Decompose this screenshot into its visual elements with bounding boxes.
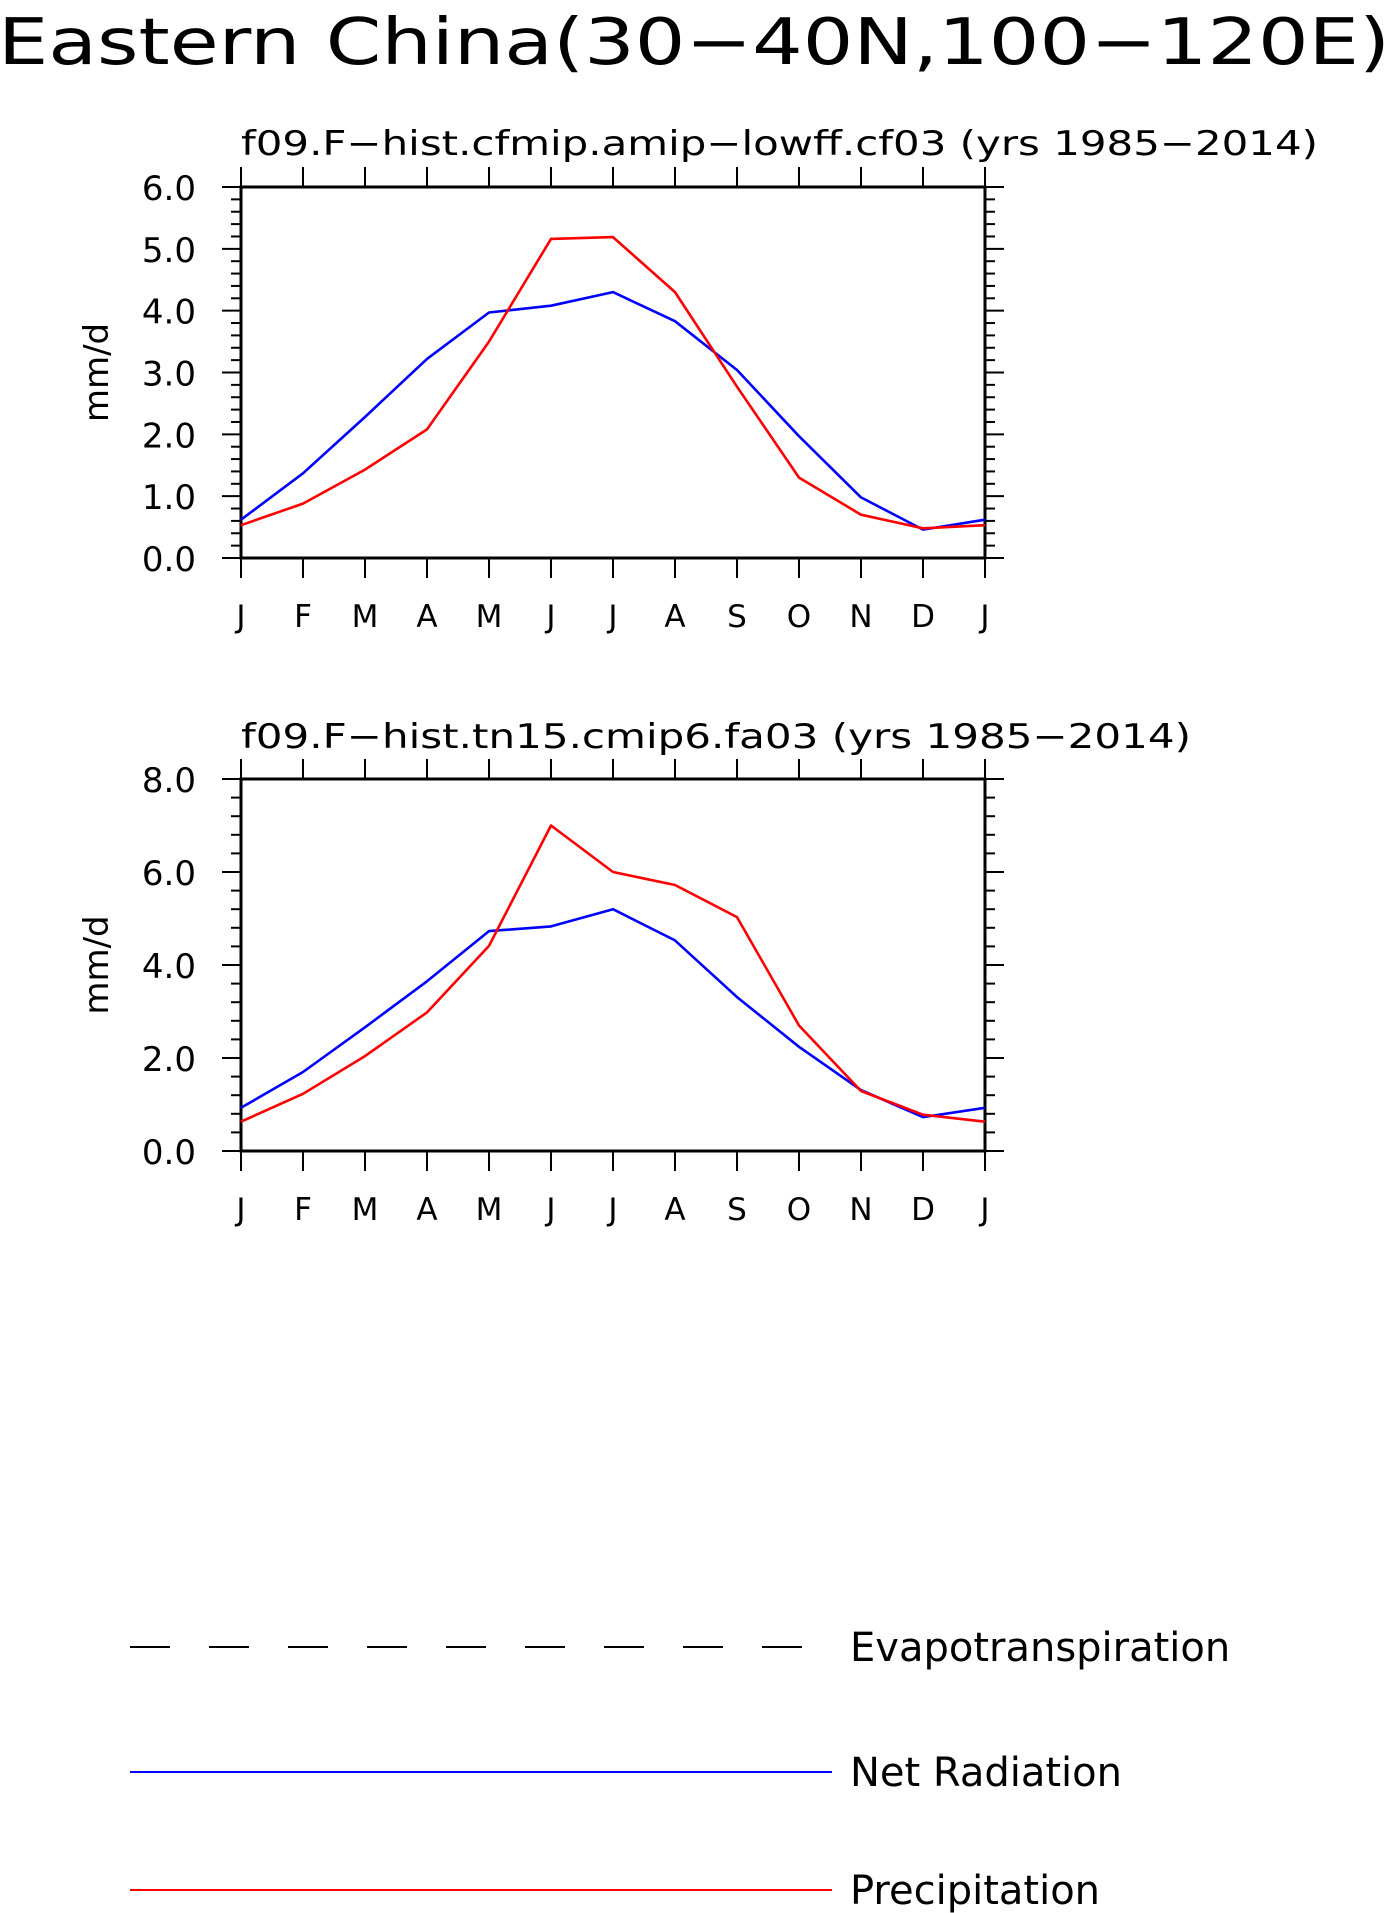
series-line-precipitation [240, 235, 986, 530]
x-tick-label: S [727, 1192, 747, 1228]
x-tick-label: N [849, 1192, 872, 1228]
x-tick-label: J [234, 1192, 245, 1228]
x-tick-label: M [476, 599, 503, 635]
legend-label: Net Radiation [850, 1750, 1122, 1796]
x-tick-label: M [352, 1192, 379, 1228]
chart-panels: f09.F−hist.cfmip.amip−lowff.cf03 (yrs 19… [77, 124, 1318, 1228]
y-tick-label: 2.0 [142, 416, 196, 456]
y-tick-label: 4.0 [142, 947, 196, 987]
figure-title: Eastern China(30−40N,100−120E) [0, 6, 1390, 80]
x-tick-label: A [664, 599, 685, 635]
legend-item-evapotranspiration: Evapotranspiration [130, 1625, 1230, 1671]
x-tick-label: A [664, 1192, 685, 1228]
chart-title: f09.F−hist.tn15.cmip6.fa03 (yrs 1985−201… [241, 717, 1191, 757]
series-line-precipitation [240, 824, 986, 1123]
x-tick-label: J [978, 1192, 989, 1228]
legend-item-net-radiation: Net Radiation [130, 1750, 1122, 1796]
y-tick-label: 8.0 [142, 761, 196, 801]
x-tick-label: M [352, 599, 379, 635]
x-tick-label: S [727, 599, 747, 635]
x-tick-label: D [911, 599, 935, 635]
x-tick-label: J [544, 1192, 555, 1228]
x-tick-label: M [476, 1192, 503, 1228]
chart-panel-2: f09.F−hist.tn15.cmip6.fa03 (yrs 1985−201… [77, 717, 1191, 1228]
x-tick-label: J [606, 1192, 617, 1228]
series-line-net-radiation [240, 290, 986, 531]
y-tick-label: 6.0 [142, 854, 196, 894]
chart-panel-1: f09.F−hist.cfmip.amip−lowff.cf03 (yrs 19… [77, 124, 1318, 635]
x-tick-label: J [606, 599, 617, 635]
legend-label: Precipitation [850, 1868, 1100, 1913]
x-tick-label: D [911, 1192, 935, 1228]
x-tick-label: A [416, 599, 437, 635]
legend: Evapotranspiration Net Radiation Precipita… [130, 1625, 1230, 1913]
y-tick-label: 2.0 [142, 1040, 196, 1080]
plot-frame [239, 185, 987, 560]
x-tick-label: J [978, 599, 989, 635]
y-tick-label: 1.0 [142, 478, 196, 518]
x-tick-label: A [416, 1192, 437, 1228]
y-tick-label: 6.0 [142, 169, 196, 209]
x-tick-label: J [234, 599, 245, 635]
legend-item-precipitation: Precipitation [130, 1868, 1100, 1913]
x-tick-label: F [294, 1192, 312, 1228]
series-line-net-radiation [240, 907, 986, 1119]
legend-label: Evapotranspiration [850, 1625, 1230, 1671]
y-tick-label: 0.0 [142, 1133, 196, 1173]
y-tick-label: 0.0 [142, 540, 196, 580]
y-tick-label: 3.0 [142, 355, 196, 395]
y-axis-label: mm/d [77, 323, 117, 422]
x-tick-label: J [544, 599, 555, 635]
x-tick-label: O [787, 1192, 811, 1228]
y-axis-label: mm/d [77, 915, 117, 1014]
x-tick-label: N [849, 599, 872, 635]
x-tick-label: O [787, 599, 811, 635]
x-tick-label: F [294, 599, 312, 635]
y-tick-label: 5.0 [142, 231, 196, 271]
chart-title: f09.F−hist.cfmip.amip−lowff.cf03 (yrs 19… [241, 124, 1318, 164]
y-tick-label: 4.0 [142, 293, 196, 333]
